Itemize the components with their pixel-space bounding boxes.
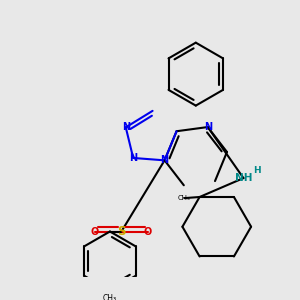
Text: N: N xyxy=(122,122,130,132)
Text: CH₃: CH₃ xyxy=(103,294,117,300)
Text: NH: NH xyxy=(235,173,252,183)
Text: O: O xyxy=(91,226,99,236)
Text: N: N xyxy=(204,122,212,132)
Text: S: S xyxy=(117,225,126,238)
Text: N: N xyxy=(129,153,137,163)
Text: CH₃: CH₃ xyxy=(178,195,191,201)
Text: N: N xyxy=(160,155,169,165)
Text: O: O xyxy=(144,226,152,236)
Text: H: H xyxy=(253,166,261,175)
